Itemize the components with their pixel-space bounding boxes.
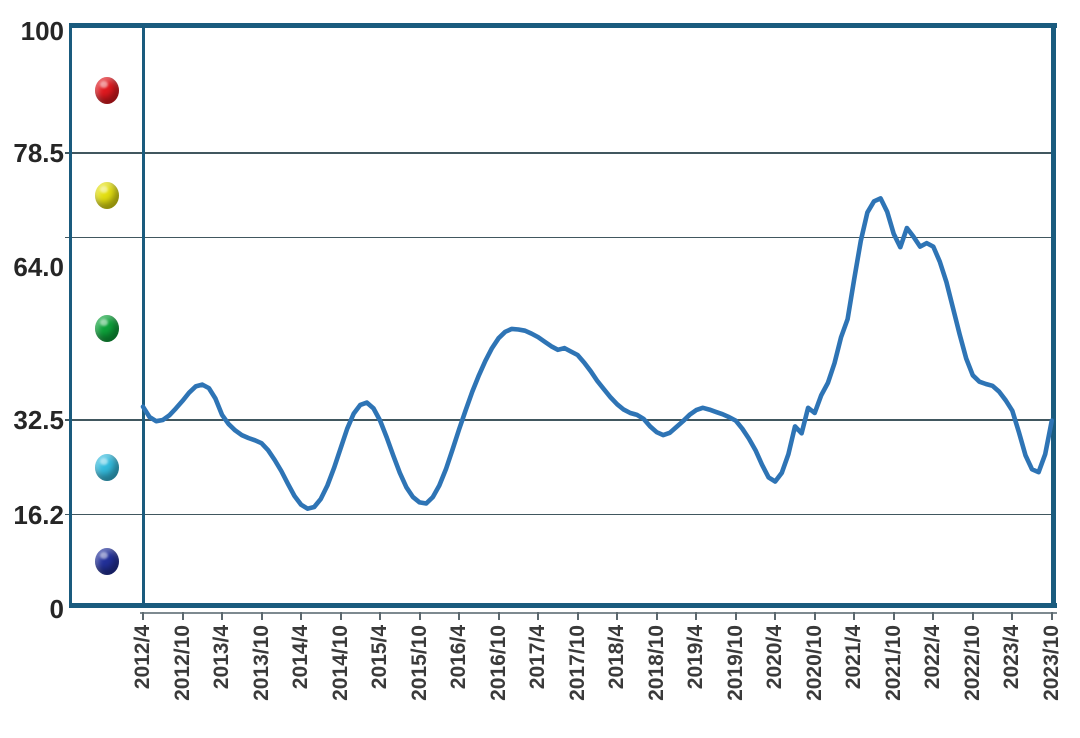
x-tick-label: 2022/4 bbox=[921, 625, 945, 690]
x-tick bbox=[221, 612, 224, 620]
x-tick bbox=[616, 612, 619, 620]
signal-column-left-border bbox=[69, 23, 72, 608]
gridline bbox=[65, 236, 1053, 239]
x-tick-label: 2019/4 bbox=[684, 625, 708, 690]
signal-column-right-border bbox=[141, 23, 145, 608]
x-tick bbox=[339, 612, 342, 620]
x-tick-label: 2023/10 bbox=[1039, 625, 1063, 701]
blue-ball bbox=[94, 548, 119, 576]
y-tick-label: 0 bbox=[49, 593, 64, 624]
gridline bbox=[65, 152, 1053, 154]
x-tick-label: 2012/4 bbox=[131, 625, 154, 690]
x-tick-label: 2020/4 bbox=[763, 625, 787, 690]
x-tick bbox=[695, 612, 698, 620]
x-tick bbox=[971, 612, 974, 620]
x-tick-label: 2012/10 bbox=[170, 625, 194, 701]
x-tick-label: 2015/10 bbox=[407, 625, 431, 701]
x-tick-label: 2019/10 bbox=[723, 625, 747, 701]
x-tick bbox=[734, 612, 737, 620]
x-tick-label: 2014/10 bbox=[328, 625, 352, 701]
x-tick-label: 2018/4 bbox=[605, 625, 629, 690]
x-tick bbox=[379, 612, 382, 620]
frame-right-border bbox=[1051, 23, 1057, 608]
x-tick bbox=[655, 612, 658, 620]
x-tick bbox=[497, 612, 500, 620]
gridline bbox=[65, 419, 1053, 421]
y-tick-label: 16.2 bbox=[13, 499, 64, 530]
y-tick-label: 100 bbox=[20, 15, 64, 46]
y-tick-label: 78.5 bbox=[13, 138, 64, 169]
lightblue-ball bbox=[94, 453, 119, 481]
x-tick bbox=[576, 612, 579, 620]
x-tick-label: 2021/10 bbox=[881, 625, 905, 701]
x-tick-label: 2017/4 bbox=[526, 625, 550, 690]
x-tick bbox=[1011, 612, 1014, 620]
x-tick-label: 2013/10 bbox=[249, 625, 273, 701]
x-tick-label: 2014/4 bbox=[289, 625, 313, 690]
green-ball bbox=[94, 315, 119, 343]
x-tick bbox=[458, 612, 461, 620]
x-tick bbox=[300, 612, 303, 620]
x-tick-label: 2016/4 bbox=[447, 625, 471, 690]
y-tick-label: 32.5 bbox=[13, 405, 64, 435]
x-tick-label: 2017/10 bbox=[565, 625, 589, 701]
x-tick bbox=[813, 612, 816, 620]
frame-bottom-border bbox=[69, 603, 1057, 608]
x-tick-label: 2022/10 bbox=[960, 625, 984, 701]
x-tick-label: 2016/10 bbox=[486, 625, 510, 701]
x-axis-line bbox=[140, 612, 1057, 614]
x-tick bbox=[853, 612, 856, 620]
x-tick bbox=[932, 612, 935, 620]
x-tick bbox=[1050, 612, 1053, 620]
x-tick bbox=[418, 612, 421, 620]
x-tick-label: 2018/10 bbox=[644, 625, 668, 701]
series-line bbox=[140, 196, 1055, 511]
x-tick bbox=[892, 612, 895, 620]
x-tick bbox=[260, 612, 263, 620]
x-tick-label: 2021/4 bbox=[842, 625, 866, 690]
x-tick bbox=[142, 612, 144, 620]
y-tick-label: 64.0 bbox=[13, 252, 64, 283]
x-tick-label: 2013/4 bbox=[210, 625, 234, 690]
frame-top-border bbox=[69, 23, 1057, 28]
x-tick-label: 2020/10 bbox=[802, 625, 826, 701]
red-ball bbox=[94, 77, 119, 105]
gridline bbox=[65, 513, 1053, 516]
x-tick-label: 2023/4 bbox=[1000, 625, 1024, 690]
yellow-ball bbox=[94, 181, 119, 209]
x-tick-label: 2015/4 bbox=[368, 625, 392, 690]
x-tick bbox=[181, 612, 184, 620]
x-tick bbox=[774, 612, 777, 620]
x-tick bbox=[537, 612, 540, 620]
